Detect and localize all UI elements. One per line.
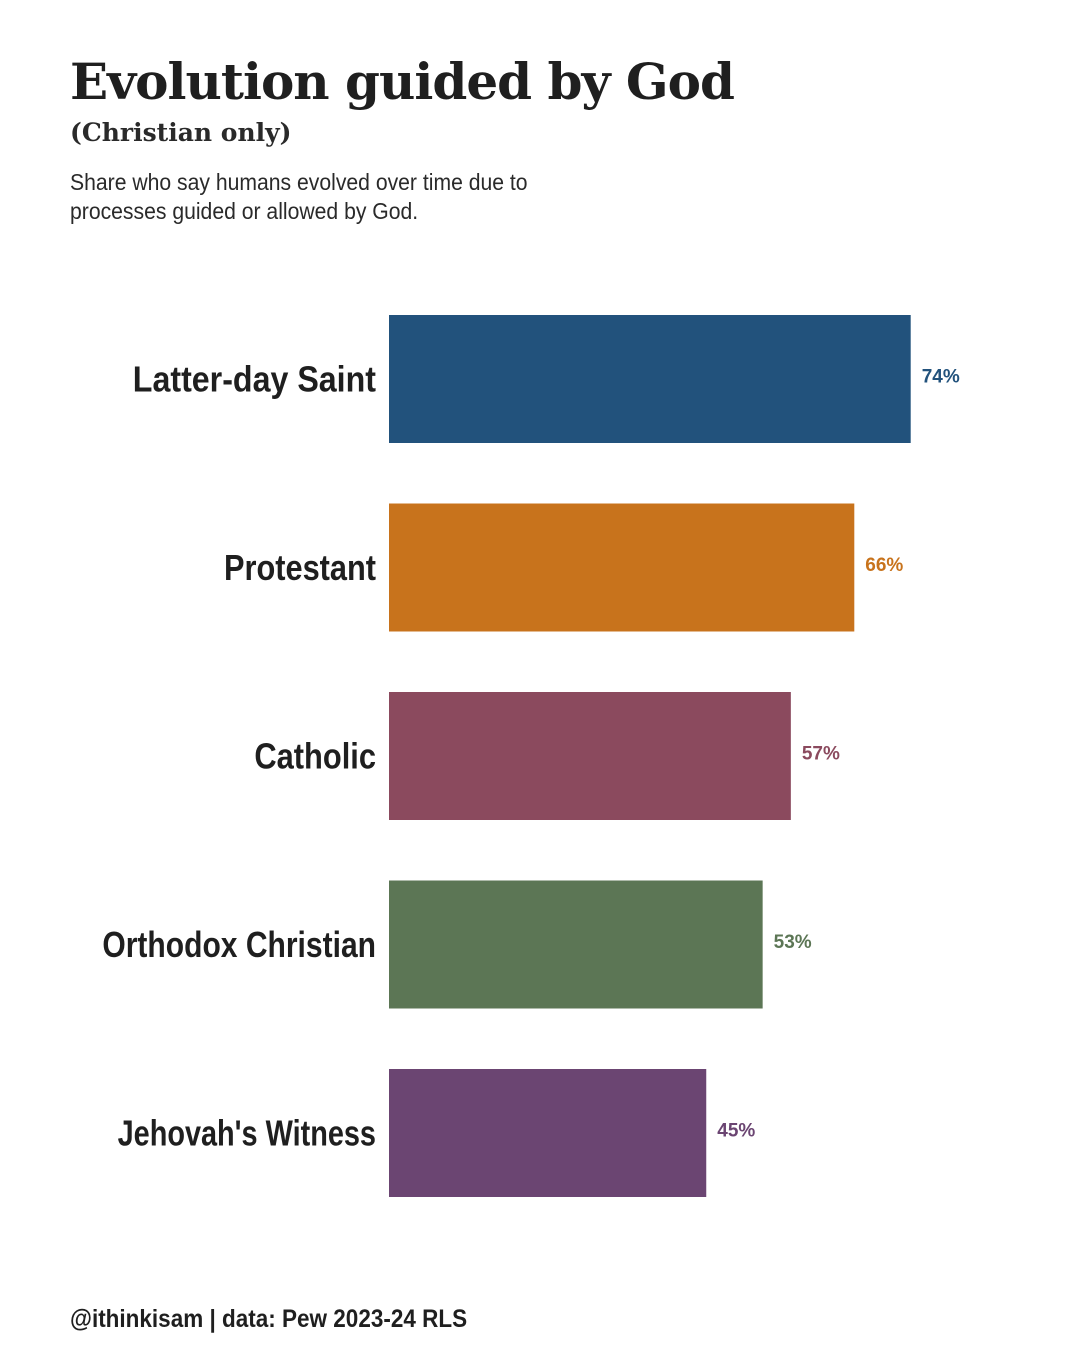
category-label-jehovah-s-witness: Jehovah's Witness [118,1113,376,1154]
category-label-catholic: Catholic [254,736,376,777]
value-label-catholic: 57% [802,744,840,765]
category-label-orthodox-christian: Orthodox Christian [102,924,376,965]
value-label-jehovah-s-witness: 45% [717,1121,755,1142]
value-label-orthodox-christian: 53% [774,932,812,953]
bar-catholic [389,692,791,820]
bar-jehovah-s-witness [389,1069,707,1197]
bar-orthodox-christian [389,880,763,1009]
value-label-protestant: 66% [865,555,903,576]
category-label-latter-day-saint: Latter-day Saint [133,359,376,400]
source-caption: @ithinkisam | data: Pew 2023-24 RLS [70,1305,468,1333]
chart-title: Evolution guided by God [70,52,735,111]
chart-subtitle: (Christian only) [70,118,292,147]
value-label-latter-day-saint: 74% [922,367,960,388]
bar-protestant [389,503,855,632]
chart-description: Share who say humans evolved over time d… [70,169,528,224]
category-label-protestant: Protestant [224,547,376,588]
bar-latter-day-saint [389,315,911,443]
